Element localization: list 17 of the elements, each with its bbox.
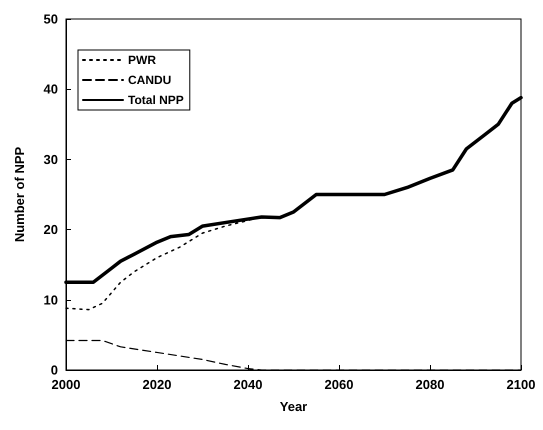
x-tick-label: 2080 bbox=[416, 377, 444, 392]
y-tick-label: 10 bbox=[44, 292, 58, 308]
y-tick-label: 30 bbox=[44, 152, 58, 167]
legend-label: Total NPP bbox=[128, 93, 184, 107]
legend-label: PWR bbox=[128, 53, 156, 67]
x-tick-label: 2020 bbox=[142, 377, 172, 392]
x-tick-label: 2060 bbox=[324, 377, 354, 392]
y-tick-label: 50 bbox=[44, 12, 58, 26]
y-tick-label: 20 bbox=[44, 222, 58, 238]
x-tick-label: 2040 bbox=[234, 377, 262, 392]
y-tick-label: 40 bbox=[44, 82, 58, 97]
x-axis-title: Year bbox=[280, 399, 308, 414]
x-tick-label: 2100 bbox=[506, 377, 536, 392]
legend-label: CANDU bbox=[128, 73, 172, 87]
y-axis-title: Number of NPP bbox=[12, 146, 27, 242]
y-tick-label: 0 bbox=[50, 362, 58, 378]
x-tick-label: 2000 bbox=[52, 377, 80, 392]
